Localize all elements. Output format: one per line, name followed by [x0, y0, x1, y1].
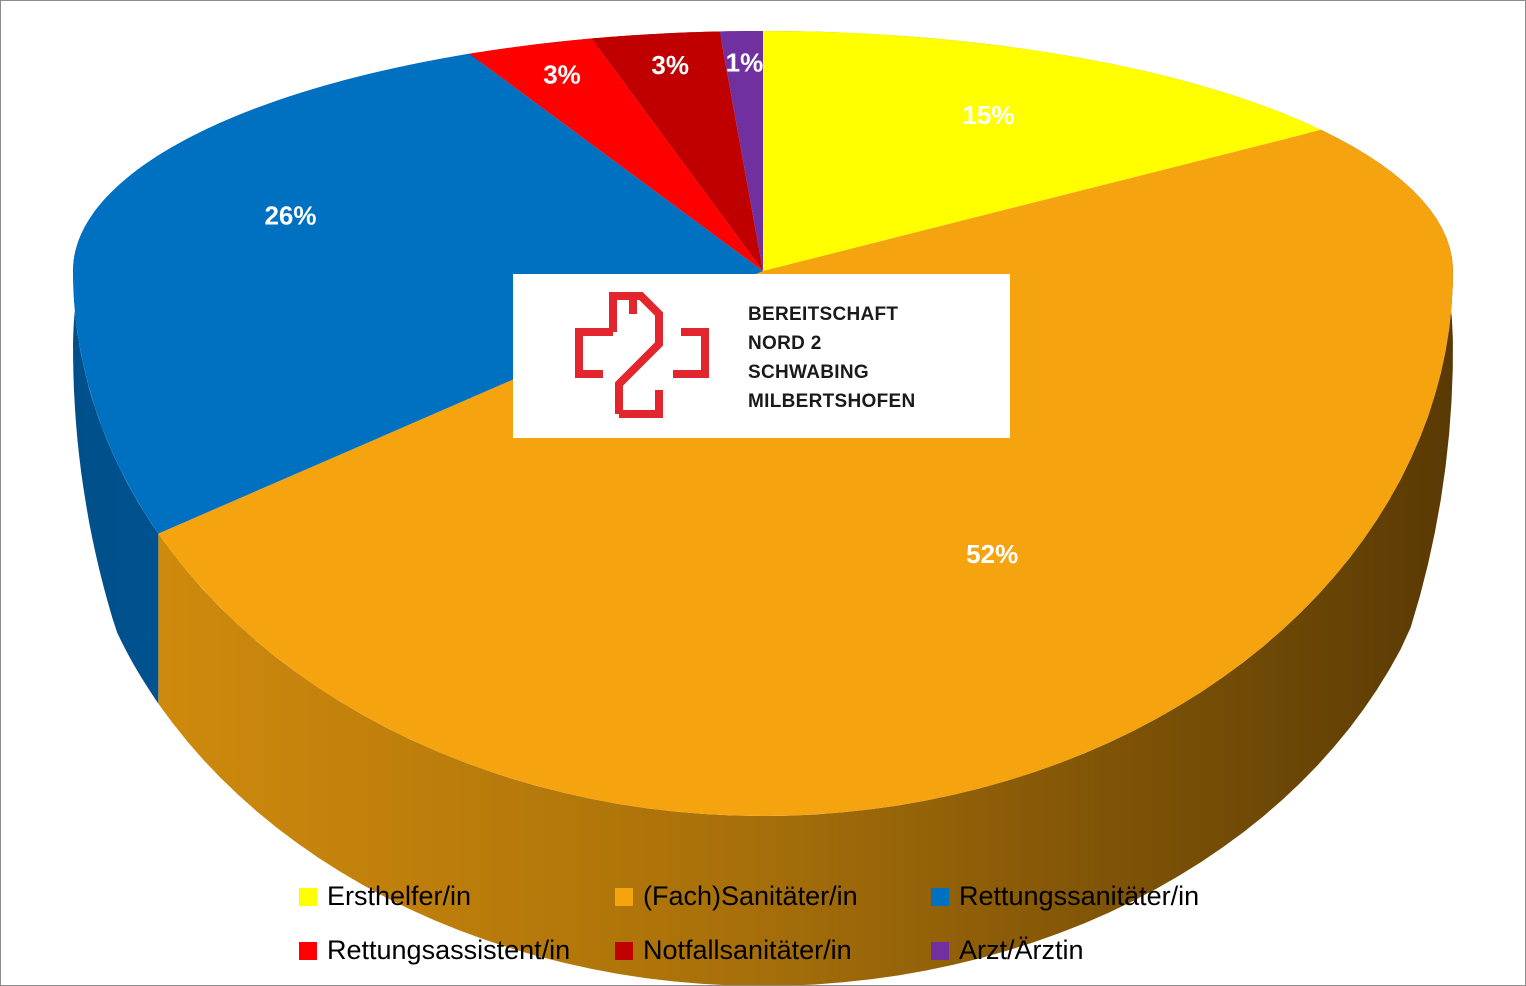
data-label-6: 1% — [726, 48, 764, 78]
logo-text: BEREITSCHAFT NORD 2 SCHWABING MILBERTSHO… — [748, 300, 916, 416]
legend-swatch — [299, 941, 317, 960]
legend-label: Arzt/Ärztin — [959, 935, 1084, 965]
pie-slice-5 — [591, 31, 763, 271]
legend-label: (Fach)Sanitäter/in — [643, 881, 858, 911]
data-label-4: 3% — [543, 60, 581, 90]
pie-slice-6 — [719, 31, 763, 271]
legend-swatch — [931, 941, 949, 960]
pie-tops — [73, 31, 1453, 816]
legend-swatch — [931, 887, 949, 906]
chart-legend: Ersthelfer/in (Fach)Sanitäter/in Rettung… — [299, 871, 1299, 981]
pie-slice-3 — [73, 53, 763, 534]
pie-slice-2 — [158, 129, 1453, 816]
legend-item-notfallsanitaeter: Notfallsanitäter/in — [615, 935, 852, 966]
legend-item-ersthelfer: Ersthelfer/in — [299, 881, 471, 912]
legend-item-fachsanitaeter: (Fach)Sanitäter/in — [615, 881, 858, 912]
legend-item-arzt: Arzt/Ärztin — [931, 935, 1084, 966]
legend-swatch — [299, 887, 317, 906]
data-label-2: 52% — [966, 539, 1018, 569]
legend-item-rettungsassistent: Rettungsassistent/in — [299, 935, 570, 966]
data-label-1: 15% — [962, 100, 1014, 130]
legend-label: Ersthelfer/in — [327, 881, 472, 911]
logo-line-4: MILBERTSHOFEN — [748, 391, 916, 412]
data-label-5: 3% — [651, 50, 689, 80]
legend-label: Notfallsanitäter/in — [643, 935, 852, 965]
legend-label: Rettungsassistent/in — [327, 935, 571, 965]
legend-swatch — [615, 887, 633, 906]
pie-slice-4 — [469, 38, 763, 271]
logo-box: BEREITSCHAFT NORD 2 SCHWABING MILBERTSHO… — [513, 274, 1010, 438]
logo-line-1: BEREITSCHAFT — [748, 304, 899, 325]
pie-labels: 15% 52% 26% 3% 3% 1% — [264, 48, 1018, 570]
logo-line-3: SCHWABING — [748, 362, 869, 383]
pie-side-2 — [158, 129, 1453, 985]
legend-label: Rettungssanitäter/in — [959, 881, 1200, 911]
legend-item-rettungssanitaeter: Rettungssanitäter/in — [931, 881, 1199, 912]
legend-swatch — [615, 941, 633, 960]
pie-slice-1 — [763, 31, 1322, 271]
red-cross-2-icon — [575, 292, 709, 418]
logo-line-2: NORD 2 — [748, 333, 822, 354]
data-label-3: 26% — [264, 200, 316, 230]
